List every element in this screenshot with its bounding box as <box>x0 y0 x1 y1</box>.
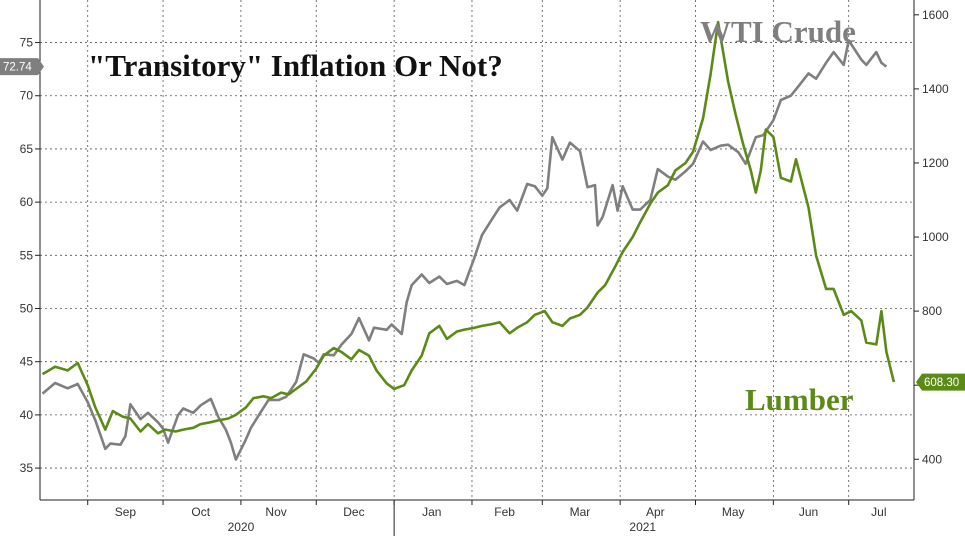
right-tick-label: 800 <box>922 304 942 318</box>
right-tick-label: 1600 <box>922 8 949 22</box>
x-tick-label: Jun <box>799 505 818 519</box>
left-tick-label: 75 <box>20 36 34 50</box>
last-value-tag-text: 72.74 <box>3 62 32 74</box>
x-tick-label: Apr <box>646 505 665 519</box>
last-value-tag-lumber: 608.30 <box>916 373 965 391</box>
x-tick-label: Nov <box>265 505 286 519</box>
left-tick-label: 55 <box>20 248 34 262</box>
left-tick-label: 60 <box>20 195 34 209</box>
x-tick-label: Oct <box>191 505 210 519</box>
x-tick-label: Sep <box>115 505 137 519</box>
x-axis-ticks: Sep Oct Nov Dec Jan Feb Mar Apr May Jun Jul 2020 202… <box>115 505 887 534</box>
last-value-tag-wti: 72.74 <box>0 58 44 76</box>
left-axis-ticks: 35 40 45 50 55 60 65 70 75 <box>20 36 34 476</box>
last-value-tag-bg <box>916 373 965 391</box>
x-year-label: 2021 <box>629 520 656 534</box>
last-value-tag-text: 608.30 <box>924 377 959 389</box>
x-tick-label: May <box>722 505 745 519</box>
left-tick-label: 50 <box>20 302 34 316</box>
x-tick-label: Dec <box>343 505 364 519</box>
left-tick-label: 45 <box>20 355 34 369</box>
axes <box>35 0 919 536</box>
left-tick-label: 35 <box>20 461 34 475</box>
right-axis-ticks: 4006008001000120014001600 <box>922 8 949 466</box>
x-tick-label: Jul <box>871 505 886 519</box>
series-label-wti: WTI Crude <box>700 14 856 49</box>
x-tick-label: Jan <box>422 505 441 519</box>
grid <box>40 0 914 500</box>
series-line-lumber <box>41 20 896 435</box>
x-year-label: 2020 <box>228 520 255 534</box>
series-line-wti <box>41 39 888 461</box>
right-tick-label: 1400 <box>922 82 949 96</box>
left-tick-label: 40 <box>20 408 34 422</box>
last-value-tag-bg <box>0 58 44 76</box>
series-label-lumber: Lumber <box>745 382 854 417</box>
series-lines <box>41 20 896 461</box>
last-value-tags: 72.74 608.30 <box>0 58 965 391</box>
x-tick-label: Feb <box>494 505 515 519</box>
right-tick-label: 1200 <box>922 156 949 170</box>
chart-title: "Transitory" Inflation Or Not? <box>88 48 503 83</box>
x-tick-label: Mar <box>570 505 591 519</box>
left-tick-label: 65 <box>20 142 34 156</box>
left-tick-label: 70 <box>20 89 34 103</box>
right-tick-label: 400 <box>922 452 942 466</box>
right-tick-label: 1000 <box>922 230 949 244</box>
